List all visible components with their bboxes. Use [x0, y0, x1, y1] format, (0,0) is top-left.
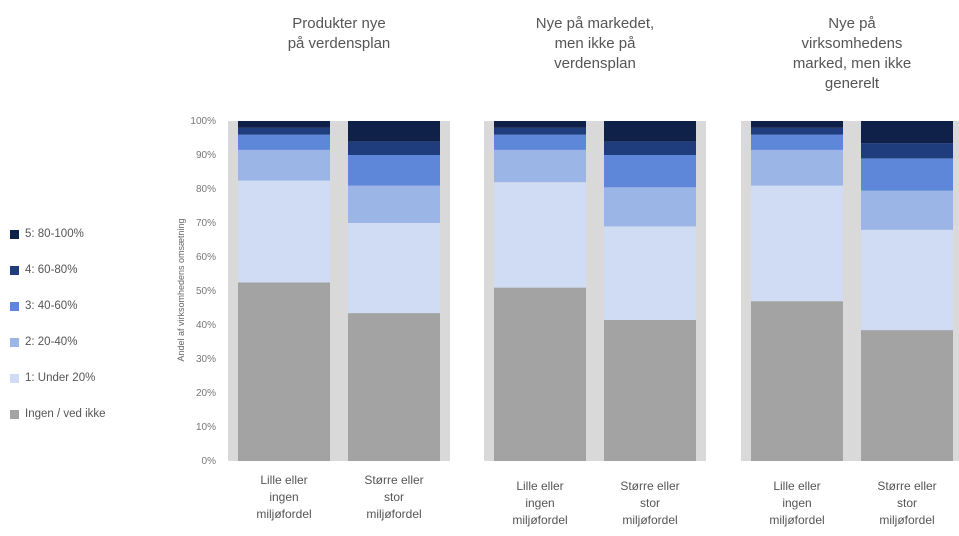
bar-segment — [238, 134, 330, 150]
legend-swatch — [10, 229, 19, 239]
legend-swatch — [10, 409, 19, 419]
bar-segment — [861, 121, 953, 144]
y-tick-label: 40% — [196, 320, 216, 331]
bar-segment — [751, 121, 843, 128]
bar-segment — [494, 287, 586, 461]
bar-segment — [861, 330, 953, 461]
legend-label: Ingen / ved ikke — [25, 408, 106, 420]
legend-item: 1: Under 20% — [10, 360, 170, 396]
bar-segment — [348, 185, 440, 223]
bar-segment — [348, 313, 440, 461]
bar-segment — [494, 127, 586, 135]
legend-swatch — [10, 373, 19, 383]
bar-segment — [751, 149, 843, 186]
bar-segment — [751, 134, 843, 150]
bar-segment — [751, 185, 843, 302]
panel-title: Nye på virksomhedens marked, men ikke ge… — [792, 15, 912, 92]
bar-segment — [604, 155, 696, 188]
bar-segment — [604, 226, 696, 320]
panel-title: Produkter nye på verdensplan — [287, 15, 391, 52]
bar-segment — [604, 121, 696, 142]
bar-segment — [348, 141, 440, 155]
bar-segment — [861, 229, 953, 331]
legend-label: 5: 80-100% — [25, 228, 84, 240]
category-label: Lille eller ingen miljøfordel — [256, 473, 312, 521]
bar-segment — [348, 223, 440, 314]
legend-item: 4: 60-80% — [10, 252, 170, 288]
bar-segment — [604, 141, 696, 155]
bar-segment — [348, 121, 440, 142]
bar-segment — [604, 319, 696, 461]
bar-segment — [238, 121, 330, 128]
bar-segment — [751, 301, 843, 461]
legend: 5: 80-100% 4: 60-80% 3: 40-60% 2: 20-40% 1: … — [10, 216, 170, 432]
y-tick-label: 0% — [202, 456, 217, 467]
bar-segment — [861, 158, 953, 191]
y-tick-label: 20% — [196, 388, 216, 399]
bar-segment — [494, 121, 586, 128]
bar-segment — [494, 134, 586, 150]
legend-label: 2: 20-40% — [25, 336, 78, 348]
y-tick-label: 100% — [190, 116, 216, 127]
y-tick-label: 60% — [196, 252, 216, 263]
category-label: Lille eller ingen miljøfordel — [512, 479, 568, 527]
legend-label: 3: 40-60% — [25, 300, 78, 312]
legend-swatch — [10, 265, 19, 275]
bar-segment — [238, 282, 330, 461]
y-axis: 0% 10% 20% 30% 40% 50% 60% 70% 80% 90% 100% — [190, 116, 216, 467]
y-tick-label: 90% — [196, 150, 216, 161]
legend-item: 5: 80-100% — [10, 216, 170, 252]
category-label: Større eller stor miljøfordel — [620, 479, 680, 527]
category-label: Større eller stor miljøfordel — [877, 479, 937, 527]
legend-item: 3: 40-60% — [10, 288, 170, 324]
bar-segment — [238, 149, 330, 181]
y-tick-label: 30% — [196, 354, 216, 365]
bar-segment — [494, 149, 586, 183]
legend-swatch — [10, 301, 19, 311]
bars-group — [228, 121, 959, 461]
panel-title: Nye på markedet, men ikke på verdensplan — [535, 15, 655, 72]
bar-segment — [494, 182, 586, 288]
legend-item: Ingen / ved ikke — [10, 396, 170, 432]
legend-label: 4: 60-80% — [25, 264, 78, 276]
y-tick-label: 80% — [196, 184, 216, 195]
y-tick-label: 70% — [196, 218, 216, 229]
bar-segment — [861, 190, 953, 230]
bar-segment — [751, 127, 843, 135]
legend-swatch — [10, 337, 19, 347]
bar-segment — [861, 143, 953, 159]
category-label: Større eller stor miljøfordel — [364, 473, 424, 521]
y-tick-label: 10% — [196, 422, 216, 433]
y-tick-label: 50% — [196, 286, 216, 297]
legend-label: 1: Under 20% — [25, 372, 96, 384]
bar-segment — [238, 127, 330, 135]
y-axis-label: Andel af virksomhedens omsætning — [176, 218, 186, 361]
bar-segment — [348, 155, 440, 186]
category-label: Lille eller ingen miljøfordel — [769, 479, 825, 527]
bar-segment — [604, 187, 696, 227]
bar-segment — [238, 180, 330, 283]
legend-item: 2: 20-40% — [10, 324, 170, 360]
